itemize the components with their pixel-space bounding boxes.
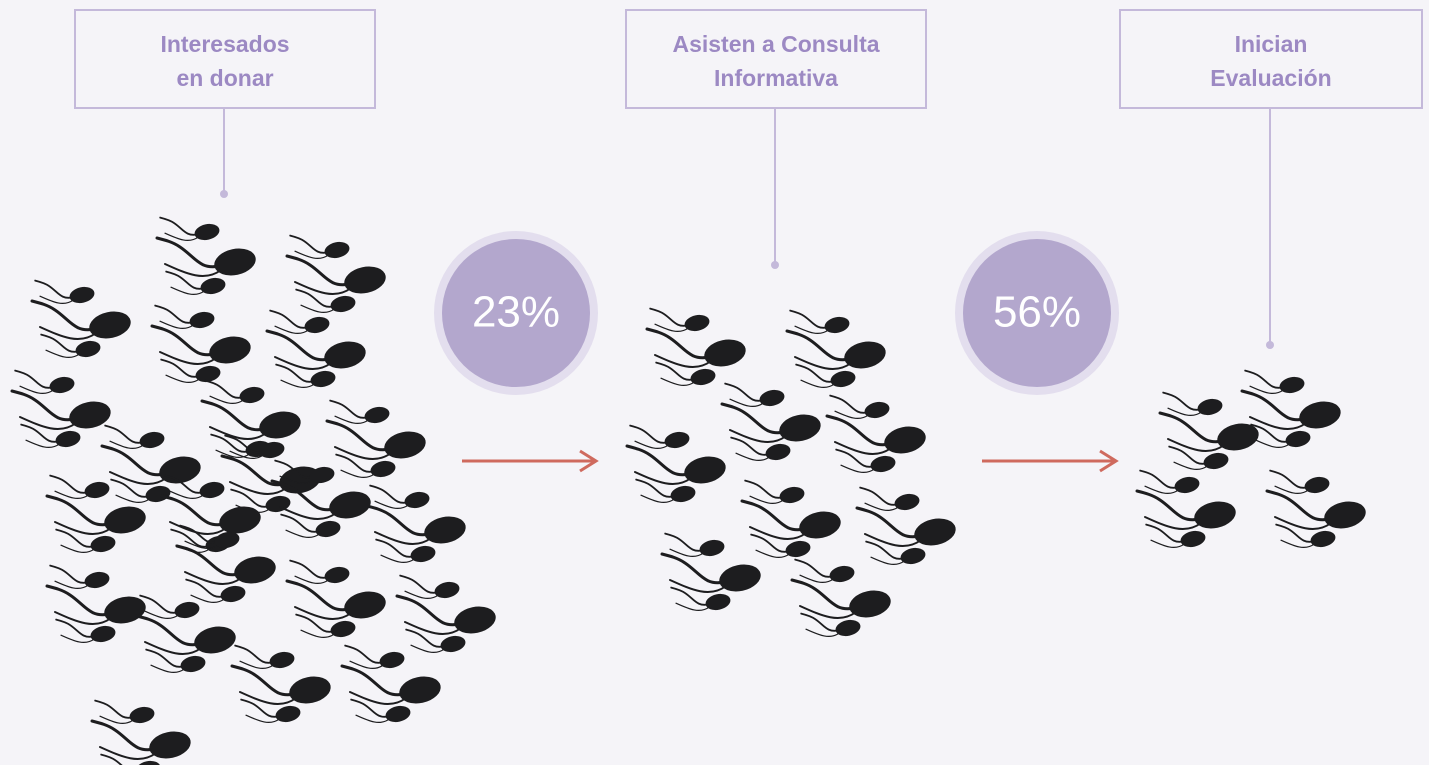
sperm-icon (102, 426, 203, 505)
sperm-icon (202, 381, 303, 460)
stage-box (1120, 10, 1422, 108)
sperm-icon (722, 384, 823, 463)
connector-dot (771, 261, 779, 269)
stage-label: en donar (176, 65, 273, 91)
sperm-icon (47, 476, 148, 555)
sperm-icon (287, 236, 388, 315)
conversion-rate: 56% (993, 288, 1081, 337)
sperm-icon (287, 561, 388, 640)
conversion-rate: 23% (472, 288, 560, 337)
sperm-icon (267, 311, 368, 390)
sperm-icon (827, 396, 928, 475)
arrow (462, 451, 596, 471)
stage-label: Interesados (160, 31, 289, 57)
stage-label: Inician (1235, 31, 1308, 57)
sperm-icon (627, 426, 728, 505)
stage-box (626, 10, 926, 108)
stage-box (75, 10, 375, 108)
sperm-icon (1137, 471, 1238, 550)
arrow (982, 451, 1116, 471)
sperm-icon (342, 646, 443, 725)
sperm-icons (12, 218, 1368, 765)
sperm-icon (742, 481, 843, 560)
page: Interesados en donar Asisten a Consulta … (0, 0, 1429, 765)
sperm-icon (1267, 471, 1368, 550)
sperm-icon (397, 576, 498, 655)
diagram: Interesados en donar Asisten a Consulta … (0, 0, 1429, 765)
stage-label: Evaluación (1210, 65, 1331, 91)
sperm-icon (47, 566, 148, 645)
sperm-icon (787, 311, 888, 390)
connector-dot (220, 190, 228, 198)
sperm-icon (857, 488, 958, 567)
sperm-icon (327, 401, 428, 480)
sperm-icon (12, 371, 113, 450)
stage-label: Asisten a Consulta (672, 31, 879, 57)
sperm-icon (92, 701, 193, 765)
sperm-icon (137, 596, 238, 675)
connector-dot (1266, 341, 1274, 349)
sperm-icon (232, 646, 333, 725)
sperm-icon (662, 534, 763, 613)
sperm-icon (32, 281, 133, 360)
sperm-icon (367, 486, 468, 565)
stage-label: Informativa (714, 65, 838, 91)
sperm-icon (792, 560, 893, 639)
sperm-icon (1160, 393, 1261, 472)
sperm-icon (152, 306, 253, 385)
sperm-icon (647, 309, 748, 388)
sperm-icon (157, 218, 258, 297)
sperm-icon (177, 526, 278, 605)
